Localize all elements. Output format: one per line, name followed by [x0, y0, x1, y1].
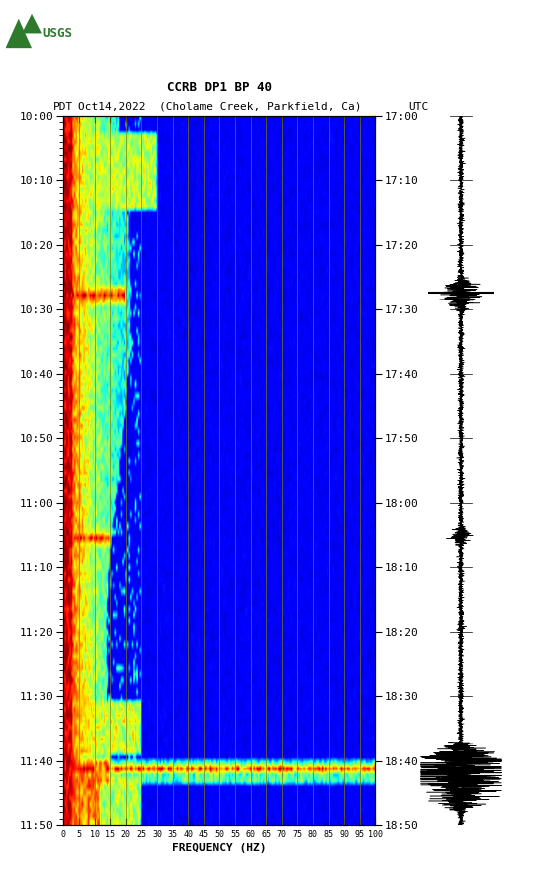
X-axis label: FREQUENCY (HZ): FREQUENCY (HZ) [172, 843, 267, 853]
Text: Oct14,2022  (Cholame Creek, Parkfield, Ca): Oct14,2022 (Cholame Creek, Parkfield, Ca… [78, 102, 361, 112]
Text: USGS: USGS [42, 27, 72, 40]
Polygon shape [6, 19, 32, 48]
Polygon shape [22, 13, 42, 33]
Text: UTC: UTC [408, 102, 429, 112]
Text: CCRB DP1 BP 40: CCRB DP1 BP 40 [167, 80, 272, 94]
Text: PDT: PDT [52, 102, 73, 112]
